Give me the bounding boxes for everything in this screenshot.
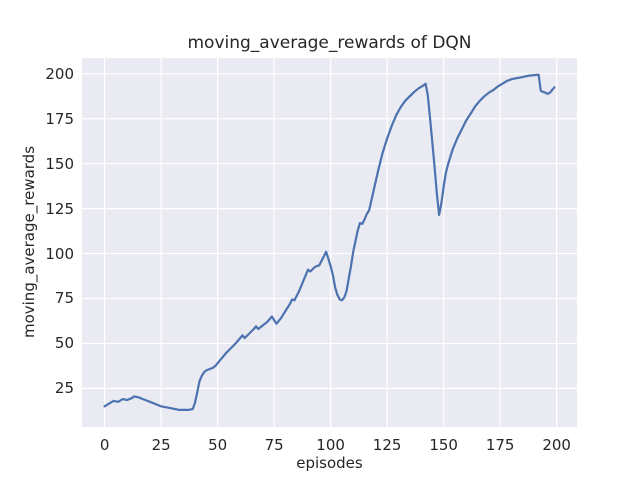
plot-background — [82, 58, 577, 427]
x-tick-label: 0 — [99, 436, 110, 454]
y-tick-label: 150 — [45, 154, 74, 173]
x-axis-label: episodes — [296, 454, 363, 472]
y-tick-label: 125 — [45, 199, 74, 218]
x-tick-label: 100 — [316, 436, 345, 454]
x-tick-label: 125 — [372, 436, 402, 454]
chart-title: moving_average_rewards of DQN — [187, 33, 472, 53]
x-tick-label: 75 — [264, 436, 284, 454]
y-axis-label: moving_average_rewards — [20, 145, 38, 339]
y-tick-label: 175 — [45, 109, 74, 128]
data-series-line — [103, 73, 556, 411]
y-tick-label: 200 — [45, 64, 74, 83]
x-tick-label: 150 — [429, 436, 458, 454]
x-tick-label: 200 — [542, 436, 571, 454]
y-tick-label: 75 — [54, 289, 74, 308]
y-tick-label: 25 — [54, 379, 74, 398]
y-tick-label: 100 — [45, 244, 74, 263]
y-tick-label: 50 — [54, 334, 74, 353]
x-tick-label: 175 — [485, 436, 515, 454]
x-tick-label: 25 — [151, 436, 171, 454]
x-tick-label: 50 — [208, 436, 228, 454]
